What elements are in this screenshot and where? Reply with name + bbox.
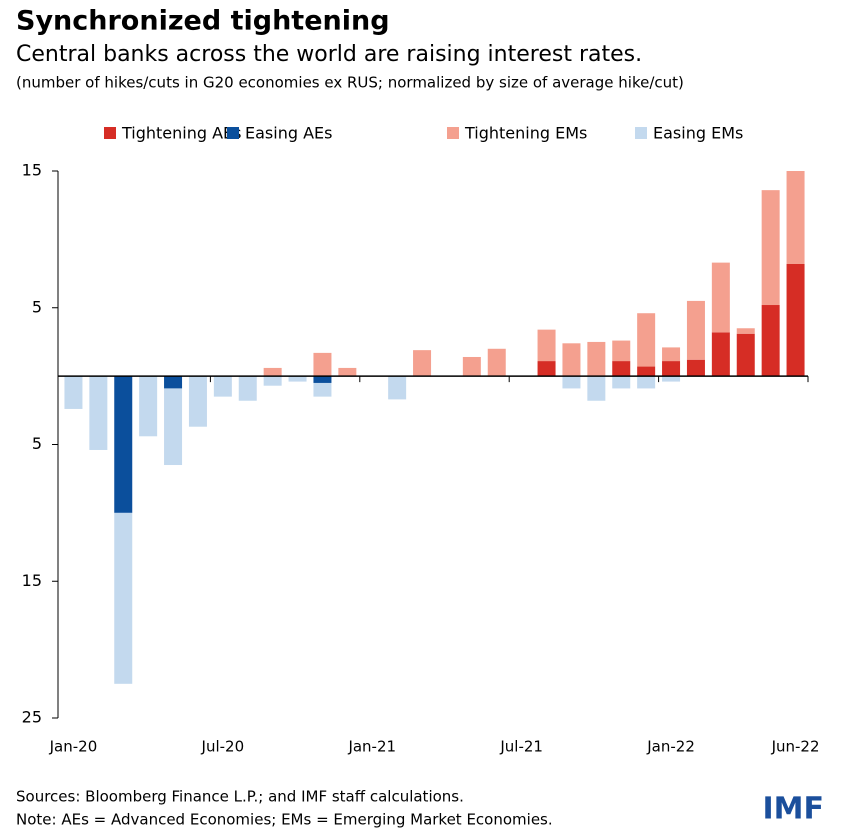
bar-segment [338, 367, 357, 377]
bar-segment [313, 352, 332, 377]
bar-segment [537, 361, 556, 377]
bar-segment [388, 376, 407, 400]
bar-segment [761, 305, 780, 377]
bar-segment [263, 367, 282, 377]
chart-title: Synchronized tightening [16, 6, 390, 37]
footnote: Note: AEs = Advanced Economies; EMs = Em… [16, 811, 553, 829]
bar-segment [313, 382, 332, 397]
bar-segment [637, 366, 656, 377]
bar-segment [736, 328, 755, 334]
bar-segment [736, 333, 755, 377]
legend-swatch [227, 127, 239, 139]
bar-segment [612, 340, 631, 362]
bar-segment [662, 347, 681, 362]
bar-segment [587, 341, 606, 377]
bar-segment [263, 376, 282, 386]
bar-segment [537, 329, 556, 362]
bar-segment [114, 376, 133, 513]
bar-segment [139, 376, 158, 437]
bar-segment [686, 359, 705, 377]
legend-swatch [635, 127, 647, 139]
bar-segment [761, 190, 780, 306]
bar-segment [587, 376, 606, 401]
x-tick-label: Jun-22 [771, 738, 820, 756]
bar-segment [64, 376, 83, 409]
bar-segment [288, 376, 307, 382]
chart-note: (number of hikes/cuts in G20 economies e… [16, 74, 684, 92]
chart-subtitle: Central banks across the world are raisi… [16, 42, 642, 67]
bar-segment [114, 512, 133, 684]
bar-segment [413, 350, 432, 377]
x-tick-label: Jan-21 [347, 738, 396, 756]
x-tick-label: Jan-22 [646, 738, 695, 756]
bar-segment [89, 376, 108, 450]
bar-segment [711, 332, 730, 377]
y-tick-label: 5 [32, 297, 42, 316]
legend-label: Easing AEs [245, 124, 332, 143]
bar-segment [662, 376, 681, 382]
bar-segment [562, 376, 581, 389]
legend-swatch [104, 127, 116, 139]
bar-segment [637, 376, 656, 389]
bar-segment [213, 376, 232, 397]
logo: IMF [762, 792, 824, 827]
x-tick-label: Jul-21 [499, 738, 543, 756]
bar-segment [637, 313, 656, 367]
x-tick-label: Jul-20 [201, 738, 245, 756]
legend-label: Tightening EMs [464, 124, 587, 143]
y-tick-label: 15 [22, 571, 42, 590]
x-tick-label: Jan-20 [49, 738, 98, 756]
y-tick-label: 5 [32, 434, 42, 453]
bar-segment [786, 171, 805, 264]
sources: Sources: Bloomberg Finance L.P.; and IMF… [16, 788, 464, 806]
bar-segment [662, 361, 681, 377]
bar-segment [612, 361, 631, 377]
bar-segment [164, 388, 183, 466]
bar-segment [487, 348, 506, 377]
bar-segment [238, 376, 257, 401]
bar-segment [188, 376, 207, 427]
legend-label: Easing EMs [653, 124, 743, 143]
bar-segment [612, 376, 631, 389]
bar-segment [786, 263, 805, 377]
bar-segment [462, 356, 481, 377]
legend-label: Tightening AEs [121, 124, 242, 143]
bar-segment [711, 262, 730, 333]
y-tick-label: 25 [22, 708, 42, 727]
bar-segment [686, 300, 705, 360]
legend-swatch [447, 127, 459, 139]
bar-segment [562, 343, 581, 377]
bar-segment [313, 376, 332, 383]
y-tick-label: 15 [22, 161, 42, 180]
bar-segment [164, 376, 183, 389]
